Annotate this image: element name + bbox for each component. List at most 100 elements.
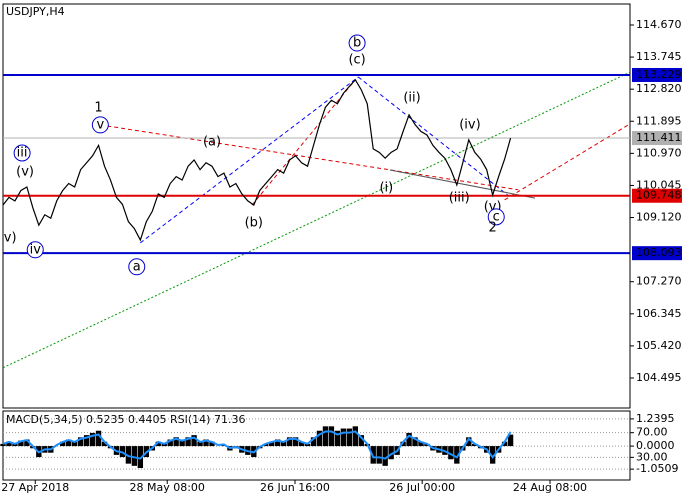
trend-line (140, 76, 359, 244)
macd-bar (340, 428, 347, 447)
macd-bar (12, 443, 18, 447)
y-tick-label: 70.00 (636, 426, 668, 439)
macd-bar (0, 443, 6, 447)
y-tick-label: 104.495 (636, 371, 682, 384)
y-tick-label: 112.820 (636, 82, 682, 95)
macd-bar (131, 446, 138, 466)
y-tick-label: 30.00 (636, 450, 668, 463)
macd-bar (346, 428, 353, 447)
macd-bar (418, 441, 424, 447)
y-tick-label: 105.420 (636, 339, 682, 352)
wave-label: (a) (203, 134, 221, 149)
y-tick-label: 111.895 (636, 114, 682, 127)
macd-bar (298, 441, 305, 447)
macd-bar (60, 441, 66, 447)
macd-bar (203, 439, 209, 447)
macd-bar (83, 435, 90, 447)
macd-bar (95, 430, 102, 447)
wave-label: (ii) (403, 90, 420, 105)
wave-label: 1 (94, 100, 102, 115)
wave-label: a (133, 259, 141, 274)
wave-label: (iii) (449, 191, 470, 206)
macd-bar (161, 443, 167, 447)
wave-circle (348, 34, 366, 52)
wave-label: (c) (348, 53, 365, 68)
macd-bar (448, 446, 454, 460)
macd-bar (286, 437, 293, 447)
wave-label: v) (4, 231, 17, 246)
level-label: 109.748 (636, 189, 682, 202)
macd-bar (382, 446, 388, 466)
macd-bar (304, 443, 311, 447)
macd-bar (454, 446, 460, 464)
macd-bar (400, 441, 406, 447)
wave-label: v (96, 117, 104, 132)
macd-bar (274, 439, 281, 447)
wave-label: iii (17, 146, 28, 161)
wave-label: (iv) (459, 117, 480, 132)
wave-label: c (493, 209, 500, 224)
level-label-box (632, 67, 682, 82)
x-tick-label: 24 Aug 08:00 (513, 481, 587, 494)
macd-bar (501, 441, 508, 447)
trend-line (251, 79, 356, 206)
trend-line (504, 123, 631, 201)
macd-bar (263, 443, 269, 447)
price-line (2, 78, 512, 242)
x-tick-label: 28 May 08:00 (129, 481, 204, 494)
wave-label: 2 (489, 220, 497, 235)
y-tick-label: 109.120 (636, 211, 682, 224)
y-tick-label: 114.670 (636, 18, 682, 31)
y-tick-label: 113.745 (636, 50, 682, 63)
y-tick-label: 1.2395 (636, 412, 675, 425)
level-label: 108.093 (636, 246, 682, 259)
trend-line (389, 169, 536, 199)
level-label-box (632, 131, 682, 146)
level-label-box (632, 188, 682, 203)
chart-title: USDJPY,H4 (6, 5, 65, 18)
y-tick-label: 110.970 (636, 146, 682, 159)
macd-bar (101, 441, 108, 447)
wave-circle (128, 258, 146, 276)
macd-bar (155, 441, 161, 447)
macd-bar (334, 430, 341, 447)
macd-bar (352, 426, 359, 447)
macd-bar (376, 446, 382, 464)
macd-bar (89, 432, 96, 447)
macd-bar (472, 443, 478, 447)
level-label: 111.411 (636, 131, 682, 144)
macd-bar (322, 426, 329, 447)
indicator-title: MACD(5,34,5) 0.5235 0.4405 RSI(14) 71.36 (6, 413, 245, 426)
macd-bar (77, 437, 84, 447)
macd-bar (191, 435, 197, 447)
y-tick-label: 106.345 (636, 307, 682, 320)
macd-bar (310, 437, 317, 447)
wave-label: iv (30, 242, 42, 257)
macd-bar (185, 437, 191, 447)
macd-bar (6, 441, 12, 447)
macd-bar (358, 435, 364, 447)
macd-bar (173, 437, 179, 447)
main-frame (2, 3, 631, 409)
macd-bar (24, 439, 30, 447)
macd-bar (316, 430, 323, 447)
macd-bar (71, 441, 78, 447)
level-label-box (632, 246, 682, 261)
y-tick-label: 110.045 (636, 178, 682, 191)
trend-line (357, 76, 508, 196)
y-tick-label: 107.270 (636, 275, 682, 288)
macd-bar (489, 446, 496, 464)
macd-bar (507, 434, 514, 447)
macd-bar (209, 441, 215, 447)
y-tick-label: 0.0000 (636, 439, 675, 452)
level-label: 113.229 (636, 68, 682, 81)
trend-line (100, 124, 519, 191)
macd-bar (197, 441, 203, 447)
wave-label: (i) (379, 181, 393, 196)
wave-circle (26, 241, 44, 259)
price-line (2, 430, 512, 460)
macd-bar (179, 439, 185, 447)
macd-bar (292, 437, 299, 447)
macd-bar (388, 446, 394, 460)
